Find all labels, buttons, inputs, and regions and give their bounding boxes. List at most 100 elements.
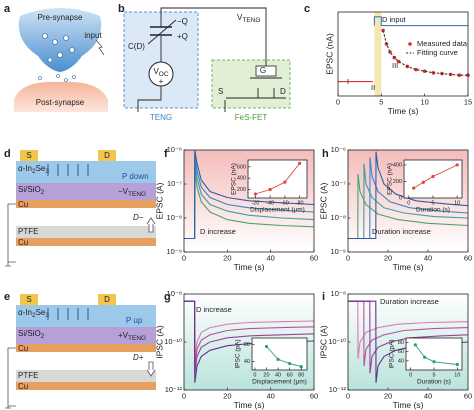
d-label: D [104, 295, 110, 304]
series-line [348, 173, 468, 240]
x-axis-label: Displacement (μm) [252, 378, 307, 385]
y-tick-label: 600 [237, 164, 246, 170]
y-axis-label: EPSC (nA) [324, 33, 334, 75]
fet-label: FeS-FET [235, 113, 268, 122]
sio2-layer [16, 327, 156, 344]
pre-synapse-label: Pre-synapse [38, 13, 83, 22]
source-plus: + [159, 77, 164, 86]
layer-label: Si/SiO2 [18, 329, 45, 340]
shaded-region [374, 12, 382, 96]
x-tick-label: 60 [310, 392, 318, 401]
panel-letter: g [164, 291, 171, 303]
x-tick-label: -60 [281, 200, 289, 206]
x-tick-label: 10 [420, 98, 428, 107]
ptfe-layer [16, 226, 156, 238]
y-tick-label: 10⁻⁷ [167, 179, 182, 188]
sio2-layer [16, 183, 156, 200]
data-point [455, 362, 459, 367]
input-label: input [84, 31, 102, 40]
panel-letter: c [304, 3, 310, 15]
y-tick-label: 10⁻⁸ [167, 289, 182, 298]
cu-layer [16, 238, 156, 246]
vteng-label: VTENG [237, 13, 260, 24]
data-point [423, 355, 427, 359]
x-tick-label: 0 [407, 200, 410, 206]
y-tick-label: 40 [244, 359, 250, 365]
panel-letter: e [4, 291, 10, 303]
series-line [184, 150, 314, 240]
voltage-source [148, 61, 174, 87]
panel-letter: a [4, 3, 11, 15]
polarization-arrows [47, 164, 89, 176]
x-tick-label: 40 [275, 372, 281, 378]
layer-label: PTFE [18, 227, 38, 236]
in2se3-layer [16, 305, 156, 327]
synapse-diagram: Pre-synapse input Post-synapse [14, 8, 108, 112]
data-point [283, 180, 287, 184]
y-axis-label: EPSC (nA) [387, 163, 394, 195]
series-line [255, 163, 300, 195]
wire [5, 203, 16, 267]
cu-layer [16, 382, 156, 390]
device-stack: S D α-In2Se3 P up Si/SiO2 +VTENG Cu D+ P… [5, 294, 156, 409]
data-point [381, 28, 385, 33]
post-synapse-shape [14, 81, 108, 112]
layer-label: α-In2Se3 [18, 164, 49, 175]
y-tick-label: 200 [237, 187, 246, 193]
polarization-label: P down [122, 172, 149, 181]
y-tick-label: 10⁻⁷ [331, 179, 346, 188]
x-tick-label: 0 [182, 254, 186, 263]
x-tick-label: 20 [223, 392, 231, 401]
data-point [276, 357, 280, 361]
data-point [455, 163, 459, 167]
layer-label: PTFE [18, 371, 38, 380]
post-synapse-label: Post-synapse [36, 98, 85, 107]
y-tick-label: 10⁻⁸ [331, 213, 346, 222]
input-spark [95, 39, 105, 56]
frame [251, 337, 308, 371]
annotation: II [371, 83, 375, 92]
annotation: III [392, 61, 398, 70]
drain-electrode [98, 150, 116, 161]
series-line [348, 151, 468, 240]
bias-label: +VTENG [118, 331, 146, 342]
annotation: D increase [196, 305, 232, 314]
fet-box [211, 59, 291, 109]
y-axis-label: IPSC (A) [154, 325, 164, 359]
series-line [373, 16, 468, 27]
y-tick-label: 10⁻⁹ [166, 247, 182, 256]
y-tick-label: 10⁻⁸ [167, 213, 182, 222]
x-tick-label: 5 [431, 200, 434, 206]
series-line [348, 300, 468, 359]
data-point [288, 362, 292, 366]
frame [247, 159, 308, 199]
teng-label: TENG [150, 113, 172, 122]
frame [183, 149, 315, 253]
motion-arrow [146, 361, 156, 377]
gate [255, 65, 277, 77]
data-point [299, 364, 303, 369]
y-tick-label: 10⁻¹⁰ [164, 337, 182, 346]
polarization-label: P up [126, 316, 143, 325]
y-axis-label: EPSC (A) [318, 182, 328, 219]
data-point [432, 360, 436, 364]
drain-label: D [280, 87, 286, 96]
legend-label: Fitting curve [417, 48, 458, 57]
x-tick-label: 60 [464, 254, 472, 263]
frame [337, 11, 469, 97]
y-tick-label: 80 [244, 342, 250, 348]
charge-label: +Q [177, 32, 188, 41]
source-electrode [20, 294, 38, 305]
drain-electrode [98, 294, 116, 305]
layer-label: Cu [18, 238, 28, 247]
layer-label: Si/SiO2 [18, 185, 45, 196]
x-tick-label: 5 [432, 372, 435, 378]
x-tick-label: 0 [409, 372, 412, 378]
layer-label: Cu [18, 344, 28, 353]
pre-synapse-shape [18, 8, 102, 72]
d-label: D [104, 151, 110, 160]
vesicles [38, 33, 76, 82]
x-tick-label: 40 [424, 392, 432, 401]
